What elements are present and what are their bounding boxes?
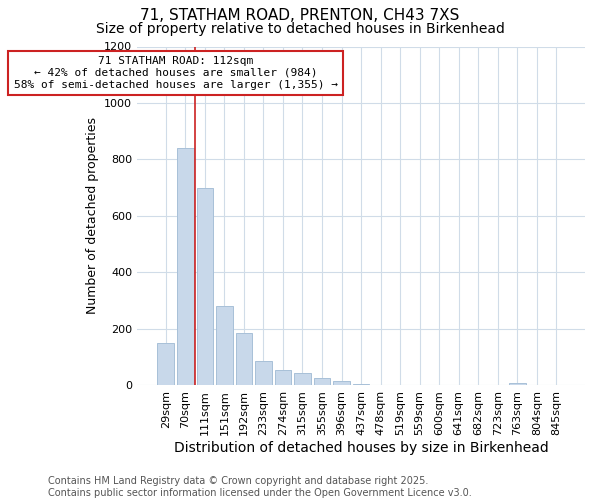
X-axis label: Distribution of detached houses by size in Birkenhead: Distribution of detached houses by size … — [173, 441, 548, 455]
Bar — [314, 378, 330, 386]
Bar — [333, 381, 350, 386]
Bar — [177, 148, 194, 386]
Bar — [236, 333, 252, 386]
Text: Contains HM Land Registry data © Crown copyright and database right 2025.
Contai: Contains HM Land Registry data © Crown c… — [48, 476, 472, 498]
Text: Size of property relative to detached houses in Birkenhead: Size of property relative to detached ho… — [95, 22, 505, 36]
Y-axis label: Number of detached properties: Number of detached properties — [86, 118, 98, 314]
Text: 71, STATHAM ROAD, PRENTON, CH43 7XS: 71, STATHAM ROAD, PRENTON, CH43 7XS — [140, 8, 460, 22]
Bar — [294, 372, 311, 386]
Bar — [275, 370, 291, 386]
Bar — [353, 384, 370, 386]
Bar — [197, 188, 213, 386]
Bar — [255, 362, 272, 386]
Bar — [509, 382, 526, 386]
Bar — [157, 343, 174, 386]
Bar — [216, 306, 233, 386]
Text: 71 STATHAM ROAD: 112sqm
← 42% of detached houses are smaller (984)
58% of semi-d: 71 STATHAM ROAD: 112sqm ← 42% of detache… — [14, 56, 338, 90]
